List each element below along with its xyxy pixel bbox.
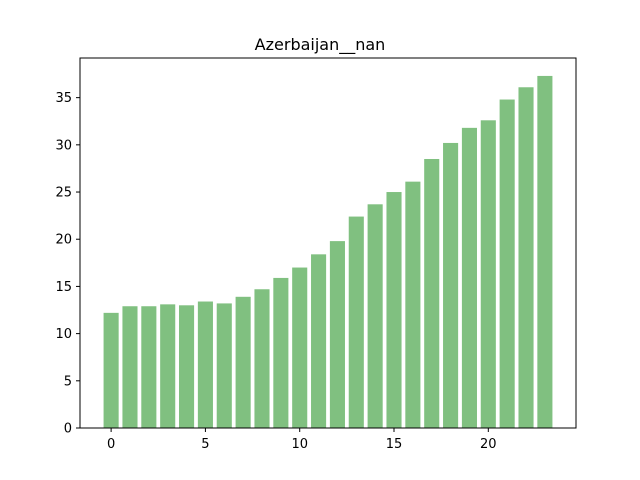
bar-10 [292, 267, 308, 428]
bar-16 [405, 181, 421, 428]
bar-8 [254, 289, 270, 428]
x-tick-label-20: 20 [480, 437, 497, 452]
bar-19 [461, 127, 477, 429]
bar-9 [273, 277, 289, 428]
y-axis: 0 5 10 15 20 25 30 35 [55, 91, 80, 437]
y-tick-label-0: 0 [64, 422, 72, 437]
x-tick-label-0: 0 [107, 437, 115, 452]
bar-22 [518, 87, 534, 429]
bar-20 [480, 120, 496, 428]
chart-title: Azerbaijan__nan [255, 35, 386, 55]
y-tick-label-20: 20 [55, 233, 72, 248]
plot-frame [79, 57, 577, 429]
bar-3 [160, 304, 176, 428]
bar-6 [216, 303, 232, 428]
bar-21 [499, 99, 515, 428]
y-tick-label-10: 10 [55, 327, 72, 342]
bar-13 [348, 216, 364, 428]
y-tick-label-5: 5 [64, 374, 72, 389]
y-tick-label-25: 25 [55, 186, 72, 201]
y-tick-label-15: 15 [55, 280, 72, 295]
bar-12 [329, 241, 345, 428]
y-tick-label-35: 35 [55, 91, 72, 106]
bar-18 [443, 142, 459, 428]
x-tick-label-5: 5 [201, 437, 209, 452]
bar-7 [235, 296, 251, 428]
bar-23 [537, 75, 553, 429]
bar-15 [386, 192, 402, 428]
bar-5 [197, 301, 213, 428]
bar-1 [122, 306, 138, 428]
y-tick-label-30: 30 [55, 138, 72, 153]
bar-17 [424, 158, 440, 428]
x-tick-label-10: 10 [291, 437, 308, 452]
bar-14 [367, 204, 383, 428]
x-tick-label-15: 15 [386, 437, 403, 452]
bar-4 [179, 305, 195, 428]
bar-11 [311, 254, 327, 428]
bar-2 [141, 306, 157, 428]
bar-0 [103, 312, 119, 428]
x-axis: 0 5 10 15 20 [107, 428, 497, 452]
bars-group [103, 75, 553, 429]
